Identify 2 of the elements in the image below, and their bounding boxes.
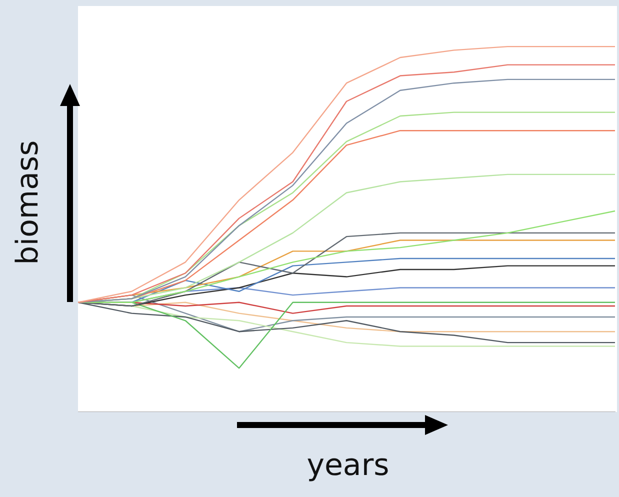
y-axis-title: biomass [10,139,46,267]
x-axis-title: years [306,448,390,483]
